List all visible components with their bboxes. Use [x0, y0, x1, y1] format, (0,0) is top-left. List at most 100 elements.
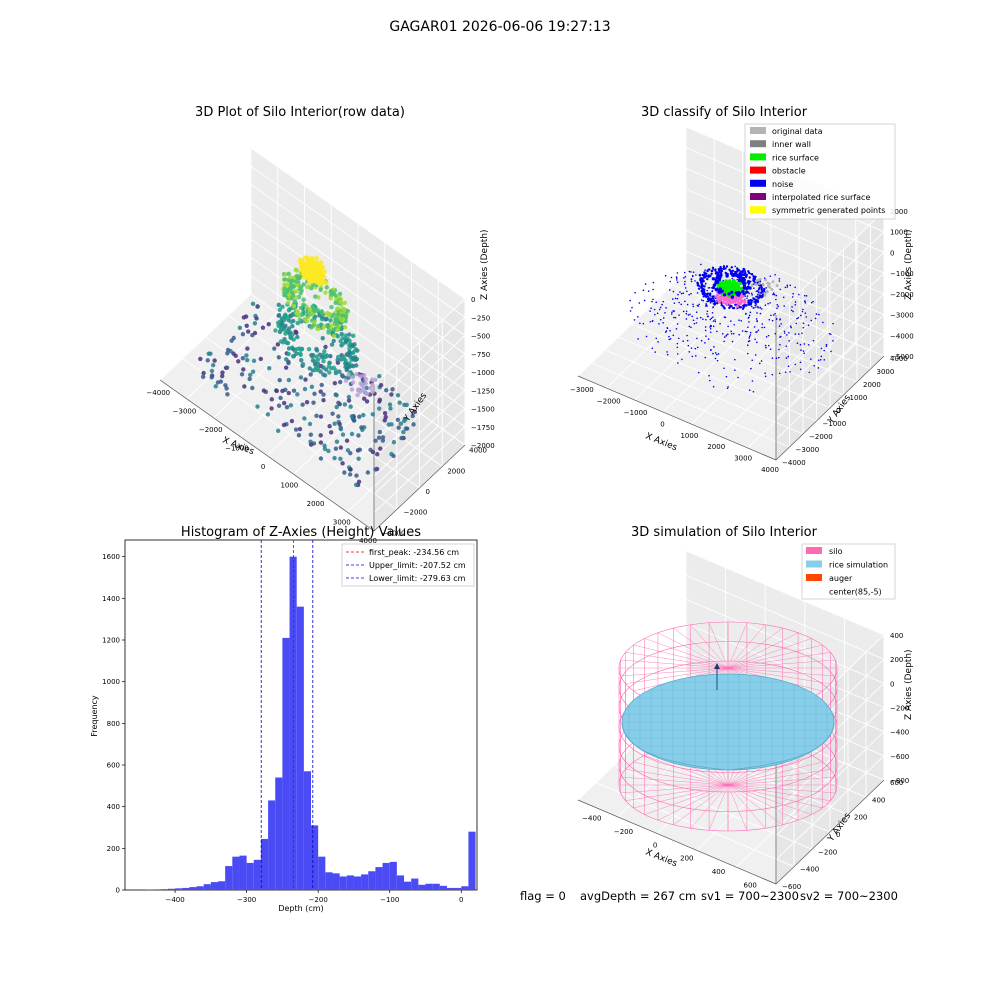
z-tick-label: −1750: [471, 424, 495, 432]
y-tick-label: 3000: [877, 368, 895, 376]
data-point: [767, 302, 769, 305]
data-point: [361, 396, 367, 401]
grid-line: [250, 165, 466, 318]
data-point: [686, 303, 689, 306]
data-point: [389, 422, 394, 427]
silo-spoke: [727, 628, 783, 669]
silo-spoke: [657, 632, 729, 669]
data-point: [252, 330, 258, 336]
data-point: [727, 292, 731, 296]
data-point: [815, 313, 818, 315]
data-point: [302, 386, 308, 392]
data-point: [651, 320, 654, 323]
data-point: [745, 304, 748, 307]
data-point: [741, 289, 745, 294]
data-point: [284, 404, 290, 410]
data-point: [790, 326, 792, 329]
data-point: [239, 372, 245, 377]
data-point: [719, 322, 721, 325]
data-point: [348, 450, 353, 456]
data-point: [382, 410, 388, 416]
grid-line: [685, 574, 885, 660]
data-point: [784, 371, 787, 374]
data-point: [349, 414, 355, 419]
data-point: [370, 382, 375, 388]
data-point: [757, 293, 759, 296]
data-point: [725, 272, 729, 276]
data-point: [299, 267, 305, 273]
data-point: [288, 306, 293, 311]
data-point: [694, 347, 697, 350]
data-point: [291, 337, 296, 342]
histogram-bar: [439, 885, 447, 890]
legend-label: original data: [772, 127, 823, 136]
histogram-bar: [268, 800, 276, 890]
data-point: [312, 320, 317, 325]
data-point: [659, 318, 662, 321]
data-point: [676, 272, 679, 274]
data-point: [347, 472, 353, 477]
histogram-legend: first_peak: -234.56 cm Upper_limit: -207.…: [341, 543, 475, 587]
raw-point-cloud: [198, 255, 418, 488]
data-point: [696, 292, 699, 294]
data-point: [637, 338, 639, 340]
data-point: [707, 287, 710, 289]
data-point: [731, 278, 736, 283]
histogram-bar: [260, 838, 269, 890]
data-point: [801, 310, 804, 313]
data-point: [778, 348, 780, 351]
data-point: [295, 334, 300, 340]
data-point: [311, 400, 316, 405]
data-point: [752, 307, 755, 309]
data-point: [708, 268, 711, 271]
data-point: [329, 342, 335, 347]
data-point: [323, 344, 328, 350]
histogram-bar: [296, 606, 304, 890]
data-point: [308, 372, 313, 377]
simulation-z-tick-labels: −800 −600 −400 −200 0 200 400: [890, 632, 909, 785]
data-point: [753, 287, 755, 289]
data-point: [684, 280, 686, 283]
data-point: [244, 323, 249, 329]
data-point: [706, 315, 709, 318]
data-point: [676, 342, 679, 345]
data-point: [283, 365, 289, 370]
data-point: [710, 272, 713, 275]
data-point: [293, 427, 299, 432]
data-point: [323, 354, 329, 359]
data-point: [283, 331, 288, 336]
data-point: [346, 372, 351, 377]
histogram-bar: [210, 882, 219, 890]
data-point: [772, 314, 775, 316]
data-point: [705, 304, 708, 307]
data-point: [653, 308, 656, 311]
data-point: [716, 291, 719, 293]
data-point: [279, 322, 284, 327]
data-point: [331, 365, 336, 370]
histogram-bar: [311, 825, 319, 890]
data-point: [716, 359, 719, 362]
data-point: [668, 338, 670, 341]
data-point: [704, 269, 706, 271]
data-point: [700, 283, 703, 286]
data-point: [778, 277, 781, 280]
data-point: [669, 338, 672, 340]
legend-swatch: [750, 193, 766, 200]
data-point: [748, 314, 751, 317]
silo-spoke: [727, 667, 836, 677]
data-point: [673, 310, 675, 312]
data-point: [702, 292, 706, 296]
data-point: [800, 349, 802, 351]
x-tick-label: −2000: [597, 398, 621, 406]
data-point: [751, 359, 754, 362]
data-point: [680, 292, 683, 295]
legend-label: center(85,-5): [829, 588, 882, 597]
data-point: [666, 327, 669, 330]
data-point: [309, 384, 315, 390]
data-point: [698, 303, 700, 306]
data-point: [814, 317, 817, 320]
grid-line: [685, 623, 885, 708]
data-point: [327, 312, 333, 317]
data-point: [800, 314, 802, 317]
data-point: [318, 287, 323, 292]
